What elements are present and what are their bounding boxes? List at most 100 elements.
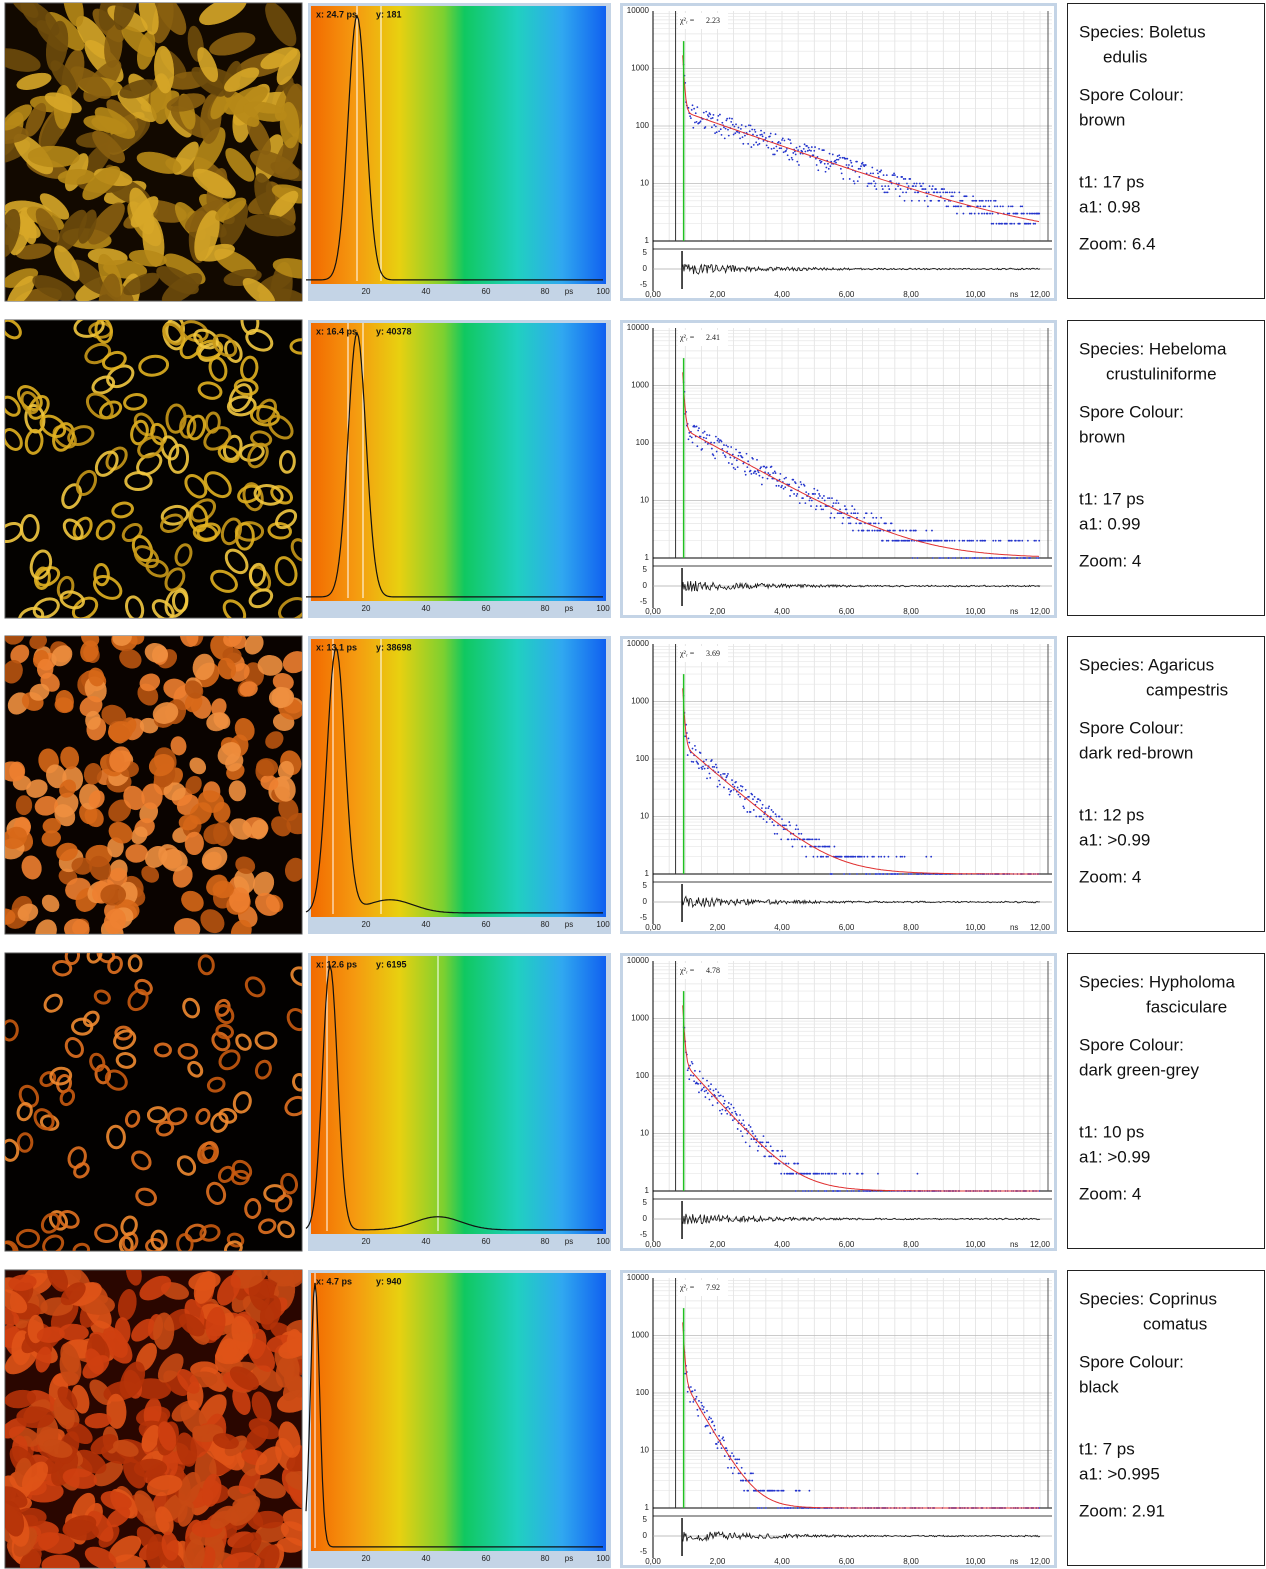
decay-x-tick-label: 12,00 [1030,923,1051,932]
photon-count [841,156,844,159]
photon-count [793,493,795,495]
decay-x-tick-label: ns [1010,923,1018,932]
info-box [1067,953,1265,1249]
photon-count [710,1417,712,1420]
spore [242,278,276,301]
photon-count [854,512,857,515]
photon-count [752,143,755,146]
photon-count [889,529,891,532]
spore [286,1008,302,1032]
photon-count [703,1411,706,1414]
photon-count [801,150,804,153]
photon-count [1031,212,1034,215]
photon-count [861,1172,864,1175]
photon-count [705,1089,708,1092]
photon-count [707,1085,710,1087]
cursor-x: x: 4.7 ps [316,1276,352,1286]
photon-count [723,1455,726,1457]
photon-count [864,1190,866,1192]
spore [286,1329,302,1358]
photon-count [713,1424,716,1427]
photon-count [1006,212,1009,215]
photon-count [869,172,872,175]
photon-count [931,185,934,188]
decay-x-tick-label: 2,00 [710,1557,726,1566]
spore [16,1132,34,1153]
spore [85,1348,104,1375]
histogram-tick-label: 100 [596,604,610,613]
photon-count [767,807,770,809]
photon-count [723,444,725,446]
photon-count [787,838,790,841]
photon-count [782,1489,785,1492]
photon-count [754,130,757,133]
histogram-tick-label: 60 [482,1237,491,1246]
spore [83,762,102,785]
spore [260,1270,295,1285]
photon-count [722,1436,725,1439]
photon-count [909,178,912,180]
photon-count [787,1507,790,1509]
decay-x-tick-label: 10,00 [965,607,986,616]
photon-count [723,1099,726,1102]
photon-count [842,178,845,180]
photon-count [894,188,897,190]
photon-count [1005,557,1008,559]
photon-count [719,773,722,776]
photon-count [732,133,735,136]
photon-count [702,431,704,434]
photon-count [808,499,811,502]
spore [5,636,25,645]
histogram-tick-label: 80 [541,920,550,929]
photon-count [816,156,819,158]
spore [5,826,28,849]
photon-count [877,172,879,175]
residual-tick-label: 5 [643,1198,648,1207]
photon-count [805,855,808,858]
photon-count [750,473,753,475]
photon-count [937,539,940,542]
photon-count [939,195,942,198]
spore [41,1554,80,1568]
photon-count [908,539,911,542]
photon-count [871,529,874,532]
residual-tick-label: 0 [643,581,648,590]
photon-count [798,502,801,505]
spore [197,790,225,813]
photon-count [911,557,914,559]
photon-count [697,763,700,765]
decay-y-tick-label: 100 [636,1071,650,1080]
photon-count [760,815,762,818]
photon-count [846,1190,849,1192]
spore [205,1306,226,1341]
photon-count [829,516,832,519]
photon-count [902,191,904,194]
info-a1: a1: 0.98 [1079,197,1140,216]
photon-count [795,1172,798,1175]
photon-count [739,128,742,130]
photon-count [802,1190,804,1192]
photon-count [877,176,880,178]
spore [39,414,67,438]
photon-count [731,1119,734,1122]
fit-curve [682,372,1040,557]
photon-count [826,845,829,848]
photon-count [1032,222,1035,225]
photon-count [706,1092,709,1095]
photon-count [850,512,853,515]
photon-count [704,126,707,128]
photon-count [699,752,702,754]
spore [82,166,121,201]
spore [179,414,197,439]
spore [212,333,238,358]
photon-count [947,205,949,208]
spore [222,599,247,618]
spore [21,1461,49,1493]
decay-x-tick-label: 2,00 [710,607,726,616]
photon-count [977,557,979,559]
photon-count [737,1472,740,1475]
spore [229,818,252,840]
photon-count [697,1082,700,1085]
spore [203,471,232,499]
photon-count [901,176,904,178]
